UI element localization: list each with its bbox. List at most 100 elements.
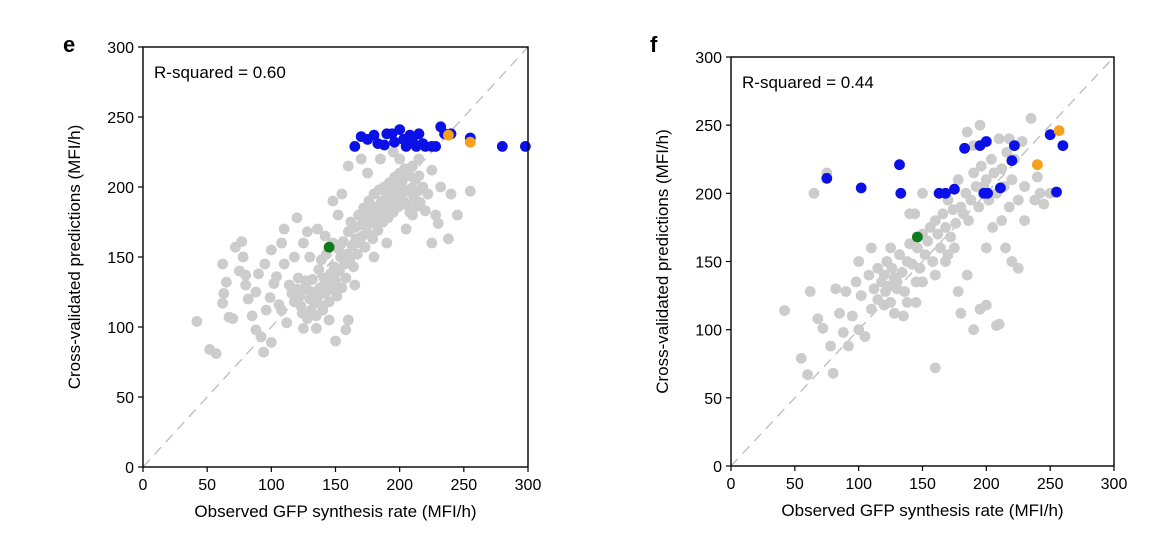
- x-tick-label: 300: [1101, 476, 1128, 493]
- data-point-grey: [294, 290, 305, 302]
- data-point-grey: [1006, 174, 1018, 186]
- data-point-blue: [855, 182, 867, 194]
- data-point-grey: [258, 346, 269, 358]
- data-point-grey: [301, 313, 313, 324]
- data-point-grey: [387, 146, 399, 158]
- data-point-grey: [929, 215, 941, 227]
- data-point-blue: [995, 182, 1006, 194]
- data-point-grey: [276, 304, 287, 316]
- data-point-grey: [898, 310, 909, 322]
- data-point-grey: [218, 288, 230, 299]
- data-point-grey: [970, 181, 982, 192]
- data-point-grey: [1025, 113, 1037, 124]
- data-point-grey: [872, 262, 884, 274]
- data-point-grey: [910, 297, 922, 308]
- data-point-grey: [937, 208, 949, 220]
- data-point-grey: [340, 272, 352, 284]
- data-point-grey: [349, 279, 361, 291]
- data-point-blue: [1006, 155, 1018, 167]
- panel-label: e: [63, 32, 75, 57]
- x-tick-label: 150: [322, 477, 349, 494]
- data-point-grey: [996, 215, 1008, 227]
- data-point-grey: [381, 237, 393, 249]
- data-point-grey: [968, 324, 979, 336]
- data-point-grey: [452, 209, 463, 221]
- data-point-grey: [846, 310, 858, 322]
- data-point-grey: [422, 188, 434, 200]
- data-point-blue: [520, 141, 531, 152]
- data-point-grey: [430, 209, 441, 221]
- data-point-grey: [974, 119, 986, 131]
- data-point-grey: [278, 223, 290, 235]
- data-point-grey: [435, 181, 447, 193]
- data-point-grey: [812, 313, 824, 325]
- data-point-grey: [265, 337, 277, 348]
- data-point-grey: [1000, 242, 1011, 254]
- data-point-grey: [965, 194, 977, 206]
- data-point-grey: [298, 237, 309, 249]
- data-point-blue: [1044, 129, 1056, 141]
- data-point-grey: [899, 286, 910, 297]
- data-point-grey: [240, 279, 252, 291]
- data-point-grey: [265, 244, 277, 256]
- x-tick-label: 0: [727, 476, 736, 493]
- data-point-grey: [886, 262, 898, 274]
- data-point-grey: [878, 299, 890, 311]
- data-point-orange: [443, 129, 454, 141]
- x-tick-label: 200: [973, 476, 1000, 493]
- y-tick-label: 0: [713, 459, 722, 476]
- data-point-grey: [255, 331, 267, 343]
- y-tick-label: 200: [695, 186, 722, 203]
- data-point-grey: [426, 164, 438, 176]
- data-point-grey: [993, 133, 1005, 145]
- data-point-grey: [337, 236, 349, 248]
- data-point-grey: [271, 271, 282, 282]
- y-tick-label: 250: [107, 110, 134, 127]
- data-point-grey: [432, 218, 444, 229]
- data-point-grey: [319, 230, 331, 242]
- data-point-grey: [949, 242, 960, 254]
- data-point-grey: [955, 307, 967, 319]
- data-point-grey: [426, 237, 438, 249]
- data-point-blue: [895, 187, 907, 199]
- data-point-grey: [950, 217, 962, 229]
- data-point-blue: [940, 187, 951, 199]
- data-point-grey: [1012, 262, 1024, 274]
- data-point-grey: [217, 258, 229, 270]
- y-tick-label: 200: [107, 180, 134, 197]
- y-tick-label: 300: [695, 50, 722, 67]
- data-point-grey: [191, 316, 203, 327]
- data-point-grey: [276, 237, 287, 249]
- data-point-grey: [912, 242, 923, 254]
- data-point-grey: [914, 262, 926, 274]
- data-point-grey: [413, 153, 425, 165]
- data-point-orange: [464, 136, 476, 148]
- data-point-grey: [298, 323, 309, 334]
- data-point-grey: [795, 352, 807, 364]
- x-tick-label: 100: [258, 477, 285, 494]
- data-point-grey: [830, 283, 842, 295]
- data-point-grey: [336, 282, 348, 294]
- data-point-grey: [986, 153, 997, 165]
- x-axis-label: Observed GFP synthesis rate (MFI/h): [781, 501, 1063, 520]
- data-point-grey: [1006, 256, 1018, 267]
- data-point-grey: [340, 324, 352, 336]
- data-point-grey: [301, 226, 313, 238]
- data-point-grey: [975, 160, 987, 172]
- y-axis-label: Cross-validated predictions (MFI/h): [653, 129, 672, 394]
- data-point-grey: [929, 362, 941, 374]
- data-point-blue: [394, 124, 406, 135]
- data-point-grey: [1032, 171, 1043, 183]
- x-tick-label: 100: [845, 476, 872, 493]
- y-axis-label: Cross-validated predictions (MFI/h): [65, 125, 84, 390]
- data-point-grey: [362, 167, 373, 179]
- y-tick-label: 100: [695, 323, 722, 340]
- y-tick-label: 50: [116, 390, 134, 407]
- data-point-grey: [922, 235, 933, 247]
- data-point-grey: [259, 258, 271, 270]
- data-point-grey: [368, 216, 380, 228]
- data-point-grey: [367, 233, 379, 245]
- identity-line: [142, 46, 529, 468]
- data-point-grey: [901, 297, 913, 308]
